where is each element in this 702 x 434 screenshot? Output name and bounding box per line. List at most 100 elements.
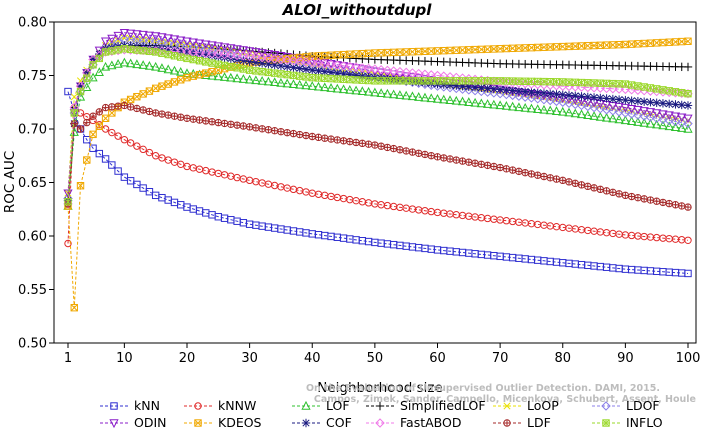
data-point-knnw [126,139,135,147]
data-point-cof [314,66,323,76]
data-point-odin [213,42,223,52]
data-point-inflo [621,80,630,88]
data-point-inflo [264,68,273,77]
data-point-lof [263,76,274,86]
data-point-ldf [646,196,655,204]
data-point-cof [571,91,580,101]
data-point-fastabod [269,54,280,64]
data-point-ldof [683,118,693,129]
data-point-ldf [440,154,448,162]
data-point-fastabod [345,61,355,72]
data-point-ldf [308,132,316,141]
data-point-fastabod [326,59,336,70]
data-point-lof [583,110,593,120]
data-point-knnw [114,132,122,140]
data-point-odin [270,51,280,60]
data-point-odin [639,107,649,116]
data-point-ldf [139,106,147,114]
data-point-fastabod [219,49,230,60]
data-point-lof [457,96,468,106]
series-simplifiedlof [63,41,693,203]
data-point-ldof [601,105,612,115]
data-point-ldf [70,119,78,128]
data-point-odin [194,39,205,49]
data-point-cof [527,87,536,97]
data-point-lof [370,87,380,97]
data-point-lof [558,106,568,116]
data-point-kdeos [108,109,116,117]
data-point-inflo [239,65,248,73]
series-inflo [64,45,692,206]
data-point-cof [558,90,567,99]
data-point-odin [113,31,123,41]
legend-item-knnw: kNNW [184,398,256,413]
data-point-cof [239,56,248,65]
series-line-lof [67,62,689,207]
x-tick-label: 80 [554,351,571,366]
data-point-cof [633,96,643,106]
data-point-inflo [183,54,191,63]
data-point-ldf [627,192,636,201]
data-point-kdeos [678,37,686,46]
data-point-lof [445,95,455,105]
data-point-ldf [133,104,141,113]
series-knn [64,87,692,278]
data-point-lof [363,86,374,96]
data-point-ldof [545,95,555,106]
data-point-kdeos [452,46,460,54]
data-point-knnw [177,160,185,169]
data-point-cof [683,101,693,110]
data-point-knnw [145,148,154,157]
data-point-lof [476,98,486,108]
data-point-lof [357,86,367,96]
data-point-fastabod [263,53,274,63]
data-point-lof [677,123,687,132]
data-point-ldf [283,128,291,137]
data-point-ldf [559,176,567,185]
data-point-cof [602,94,611,103]
data-point-ldf [189,115,197,123]
legend-item-odin: ODIN [100,415,167,430]
data-point-odin [226,44,236,54]
data-point-ldof [570,99,580,110]
data-point-inflo [296,72,304,80]
legend-item-ldof: LDOF [592,398,660,413]
data-point-ldf [302,131,310,140]
data-point-ldf [227,120,235,128]
data-point-ldof [677,117,687,128]
data-point-odin [313,57,324,67]
data-point-lof [151,61,161,71]
series-layer [63,29,693,312]
data-point-odin [652,109,662,119]
x-axis-label: Neighborhood size [317,380,443,396]
data-point-ldf [483,161,492,170]
data-point-ldof [658,114,668,125]
data-point-lof [495,100,505,110]
data-point-ldf [521,168,529,177]
data-point-inflo [202,58,210,66]
data-point-kdeos [652,39,661,47]
data-point-odin [401,72,411,82]
data-point-ldof [464,85,474,95]
data-point-cof [520,87,530,96]
data-point-lof [533,104,543,114]
data-point-ldf [321,134,329,142]
data-point-ldf [233,121,241,129]
data-point-lof [539,104,549,114]
data-point-ldf [577,181,586,189]
data-point-kdeos [496,45,504,53]
data-point-lof [313,81,324,91]
data-point-ldf [358,139,367,148]
data-point-ldf [383,143,392,152]
data-point-odin [119,29,129,38]
data-point-ldf [339,137,348,145]
data-point-odin [125,29,136,39]
series-line-knnw [67,106,689,244]
data-point-odin [232,45,242,55]
data-point-fastabod [307,57,317,68]
x-tick-label: 90 [617,351,634,366]
data-point-ldf [252,124,260,132]
data-point-kdeos [577,42,586,50]
data-point-ldf [120,101,129,110]
data-point-odin [219,43,230,53]
